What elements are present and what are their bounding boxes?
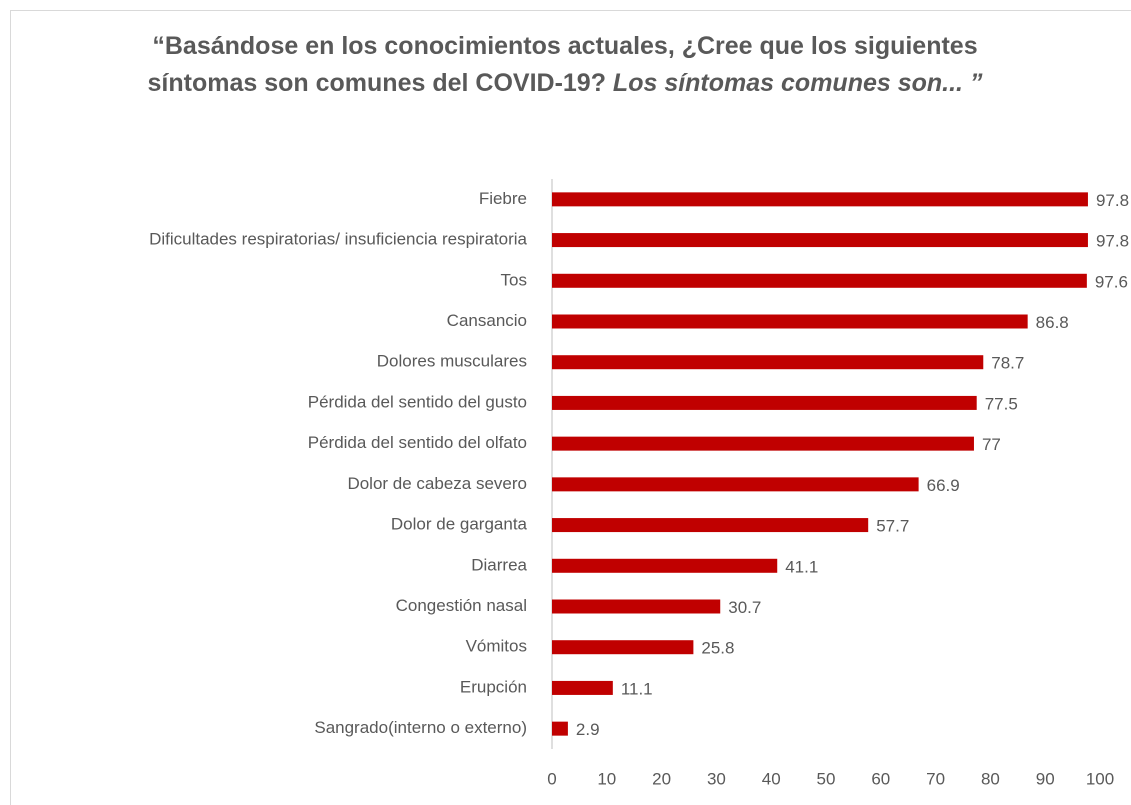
value-label: 97.8 (1096, 191, 1129, 210)
y-tick-label: Sangrado(interno o externo) (314, 718, 527, 737)
x-tick-label: 90 (1036, 769, 1055, 788)
y-tick-label: Dificultades respiratorias/ insuficienci… (149, 230, 527, 249)
x-tick-label: 10 (597, 769, 616, 788)
x-tick-label: 40 (762, 769, 781, 788)
x-tick-label: 0 (547, 769, 556, 788)
x-tick-label: 50 (817, 769, 836, 788)
bar (552, 518, 869, 533)
y-tick-label: Dolor de garganta (391, 515, 528, 534)
value-label: 86.8 (1036, 313, 1069, 332)
y-tick-label: Dolor de cabeza severo (347, 474, 527, 493)
value-label: 57.7 (876, 517, 909, 536)
value-label: 11.1 (621, 679, 653, 698)
value-label: 97.8 (1096, 232, 1129, 251)
chart-title: “Basándose en los conocimientos actuales… (145, 28, 985, 102)
y-tick-label: Dolores musculares (377, 352, 527, 371)
x-tick-label: 30 (707, 769, 726, 788)
bar (552, 233, 1088, 248)
bar (552, 273, 1087, 288)
bar (552, 558, 778, 573)
value-label: 30.7 (728, 598, 761, 617)
value-label: 41.1 (785, 557, 818, 576)
chart-frame (10, 10, 1131, 805)
bar (552, 599, 721, 614)
value-label: 77.5 (985, 394, 1018, 413)
bar (552, 355, 984, 370)
y-tick-label: Erupción (460, 677, 527, 696)
value-label: 77 (982, 435, 1001, 454)
x-tick-label: 100 (1086, 769, 1114, 788)
x-tick-label: 80 (981, 769, 1000, 788)
bar (552, 721, 568, 736)
x-tick-label: 20 (652, 769, 671, 788)
y-tick-label: Cansancio (447, 311, 527, 330)
bar (552, 436, 974, 451)
bar (552, 640, 694, 655)
bar (552, 680, 613, 695)
y-tick-label: Pérdida del sentido del gusto (308, 392, 527, 411)
y-tick-label: Diarrea (471, 555, 527, 574)
bar (552, 314, 1028, 329)
x-tick-label: 70 (926, 769, 945, 788)
value-label: 66.9 (927, 476, 960, 495)
y-tick-label: Congestión nasal (396, 596, 527, 615)
value-label: 25.8 (701, 639, 734, 658)
y-tick-label: Pérdida del sentido del olfato (308, 433, 527, 452)
value-label: 97.6 (1095, 272, 1128, 291)
title-italic: Los síntomas comunes son... ” (612, 69, 983, 97)
title-main: “Basándose en los conocimientos actuales… (147, 32, 978, 97)
value-label: 78.7 (991, 354, 1024, 373)
y-tick-label: Vómitos (466, 637, 527, 656)
x-tick-label: 60 (871, 769, 890, 788)
bar (552, 395, 977, 410)
y-tick-label: Fiebre (479, 189, 527, 208)
value-label: 2.9 (576, 720, 600, 739)
y-tick-label: Tos (501, 270, 527, 289)
bar (552, 477, 919, 492)
bar (552, 192, 1088, 207)
